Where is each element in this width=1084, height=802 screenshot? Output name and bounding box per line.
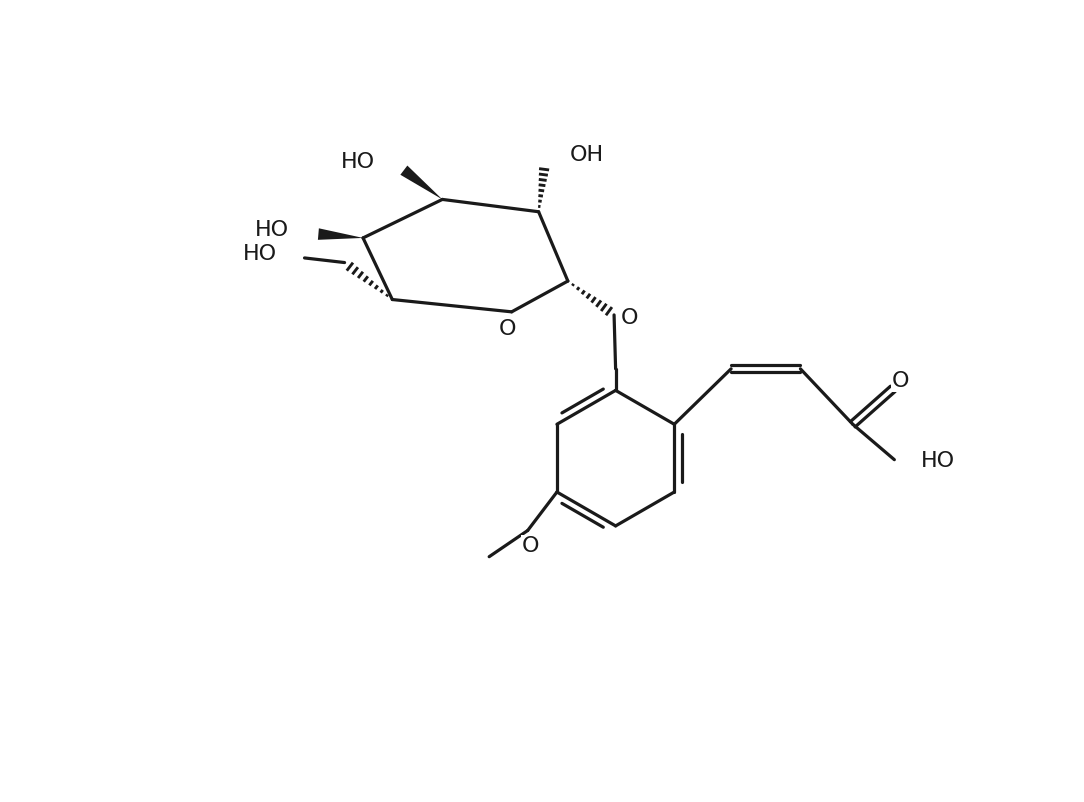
Text: OH: OH <box>569 144 604 164</box>
Text: HO: HO <box>255 221 289 241</box>
Text: O: O <box>499 318 517 338</box>
Text: HO: HO <box>340 152 375 172</box>
Text: O: O <box>522 536 540 556</box>
Text: HO: HO <box>920 452 955 472</box>
Polygon shape <box>400 165 442 200</box>
Text: HO: HO <box>243 244 276 264</box>
Text: O: O <box>892 371 909 391</box>
Text: O: O <box>621 308 638 328</box>
Polygon shape <box>318 229 363 240</box>
